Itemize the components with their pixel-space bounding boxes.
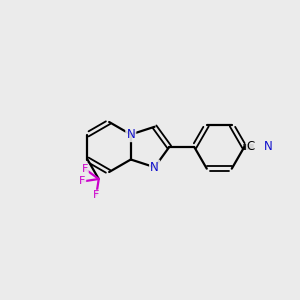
Text: F: F	[82, 164, 88, 174]
Text: N: N	[126, 128, 135, 141]
Text: C: C	[247, 140, 255, 154]
Text: F: F	[79, 176, 86, 187]
Text: F: F	[93, 190, 99, 200]
Text: N: N	[264, 140, 272, 154]
Text: N: N	[150, 161, 159, 174]
